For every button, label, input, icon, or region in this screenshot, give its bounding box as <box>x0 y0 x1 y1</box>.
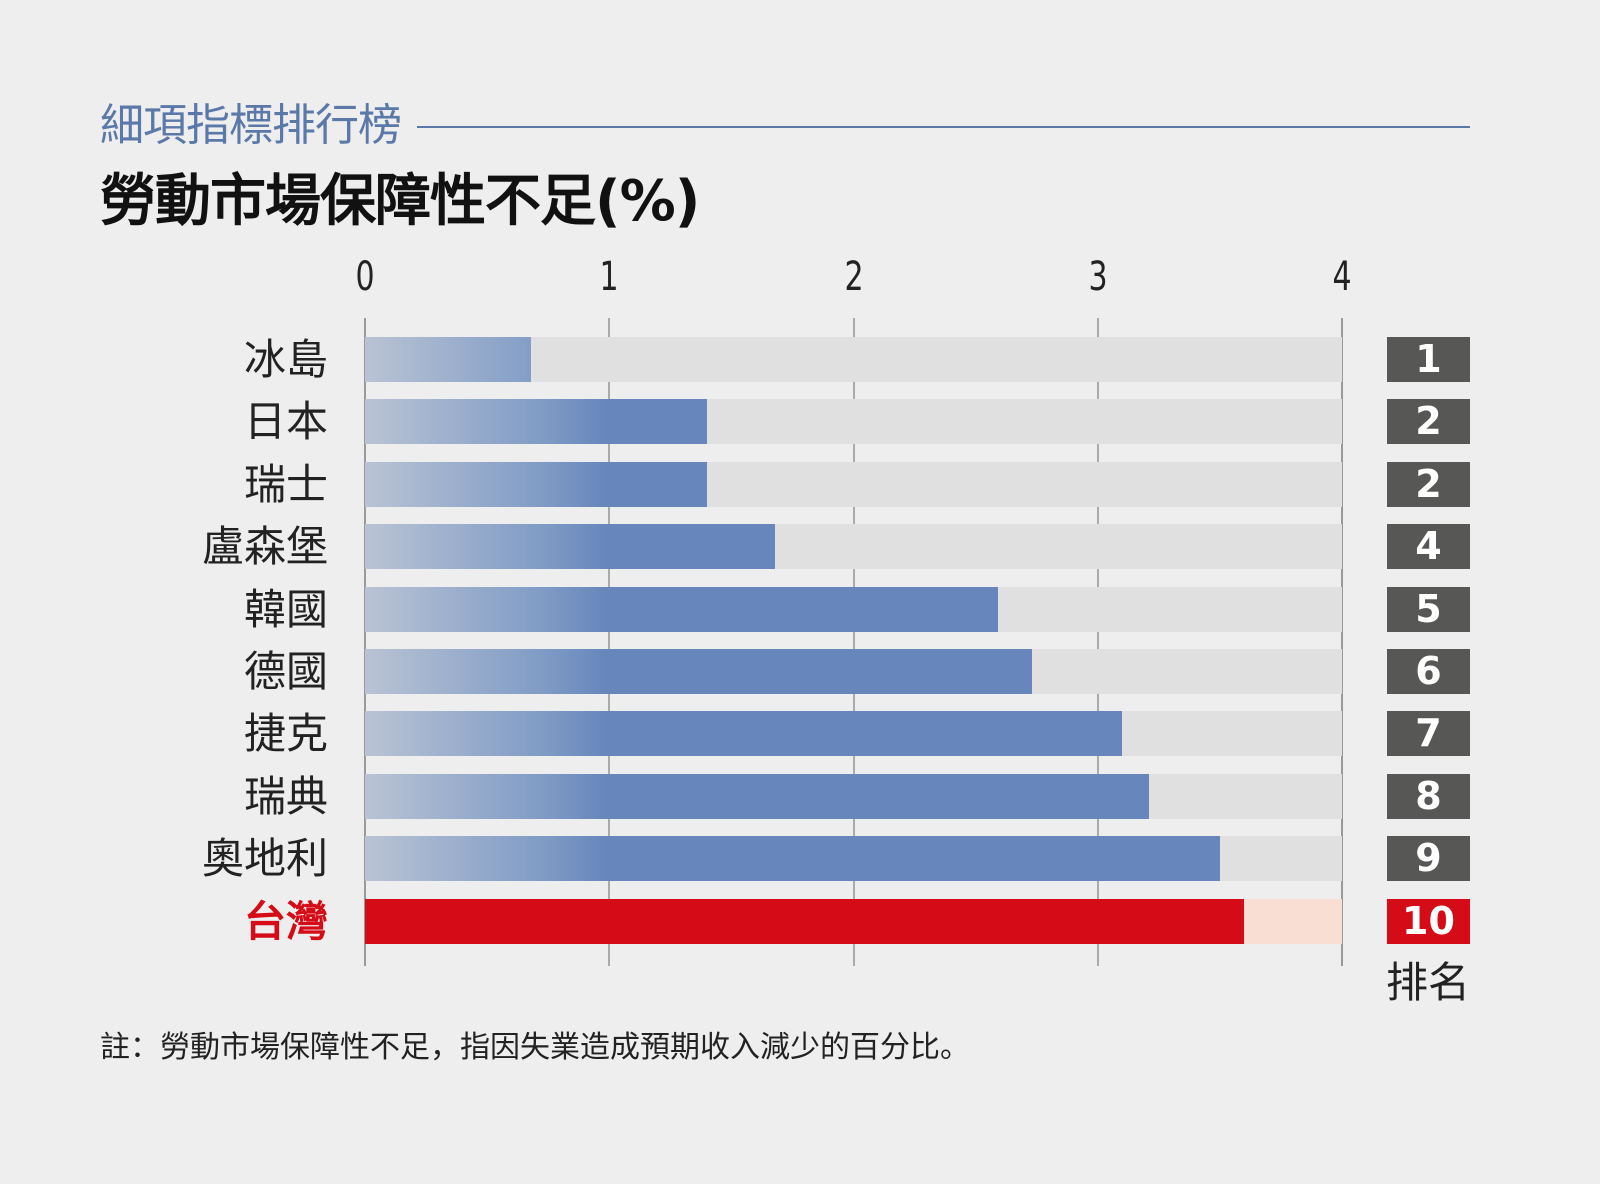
country-label: 奧地利 <box>201 834 328 884</box>
bar <box>365 337 532 382</box>
gridline <box>608 318 611 966</box>
subtitle-row: 細項指標排行榜 <box>100 96 1470 156</box>
rank-badge: 2 <box>1387 461 1470 507</box>
subtitle-divider <box>417 126 1470 128</box>
bar <box>365 773 1150 819</box>
rank-badge: 9 <box>1387 836 1470 882</box>
rank-badge: 5 <box>1387 586 1470 632</box>
bar <box>365 524 776 570</box>
bar-track <box>365 711 1342 757</box>
bar-track <box>365 773 1342 819</box>
bar-track <box>365 898 1342 944</box>
bar-track <box>365 649 1342 694</box>
bar <box>365 461 707 507</box>
bar-track <box>365 836 1342 882</box>
chart-title: 勞動市場保障性不足(%) <box>100 169 700 234</box>
bar-track <box>365 524 1342 570</box>
gridline <box>1341 318 1343 966</box>
bar <box>365 399 707 445</box>
rank-badge: 7 <box>1387 711 1470 757</box>
axis-tick-label: 2 <box>843 254 864 300</box>
axis-tick-label: 3 <box>1088 254 1108 300</box>
country-label: 冰島 <box>243 335 328 384</box>
bar-track <box>365 337 1342 382</box>
chart-subtitle: 細項指標排行榜 <box>100 100 402 151</box>
country-label: 德國 <box>243 647 328 696</box>
rank-badge: 1 <box>1387 337 1470 382</box>
country-label: 日本 <box>243 397 328 447</box>
country-label: 韓國 <box>243 584 328 634</box>
rank-badge: 8 <box>1387 773 1470 819</box>
country-label: 瑞士 <box>243 459 328 509</box>
rank-badge: 10 <box>1387 898 1470 944</box>
rank-badge: 6 <box>1387 649 1470 694</box>
country-label: 瑞典 <box>243 771 328 821</box>
axis-tick-label: 4 <box>1332 254 1352 300</box>
bar <box>365 711 1123 757</box>
rank-column-header: 排名 <box>1385 958 1470 1007</box>
bar <box>365 836 1220 882</box>
rank-badge: 2 <box>1387 399 1470 445</box>
bar <box>365 586 998 632</box>
gridline <box>364 318 366 966</box>
bar-track <box>365 399 1342 445</box>
axis-tick-label: 0 <box>355 254 375 300</box>
bar-track <box>365 461 1342 507</box>
country-label: 捷克 <box>243 709 328 759</box>
bar <box>365 649 1032 694</box>
gridline <box>1096 318 1099 966</box>
rank-badge: 4 <box>1387 524 1470 570</box>
gridline <box>852 318 855 966</box>
country-label: 台灣 <box>243 896 328 946</box>
axis-tick-label: 1 <box>599 254 619 300</box>
footnote: 註：勞動市場保障性不足，指因失業造成預期收入減少的百分比。 <box>100 1030 970 1065</box>
bar <box>365 898 1245 944</box>
bar-track <box>365 586 1342 632</box>
country-label: 盧森堡 <box>201 522 328 572</box>
